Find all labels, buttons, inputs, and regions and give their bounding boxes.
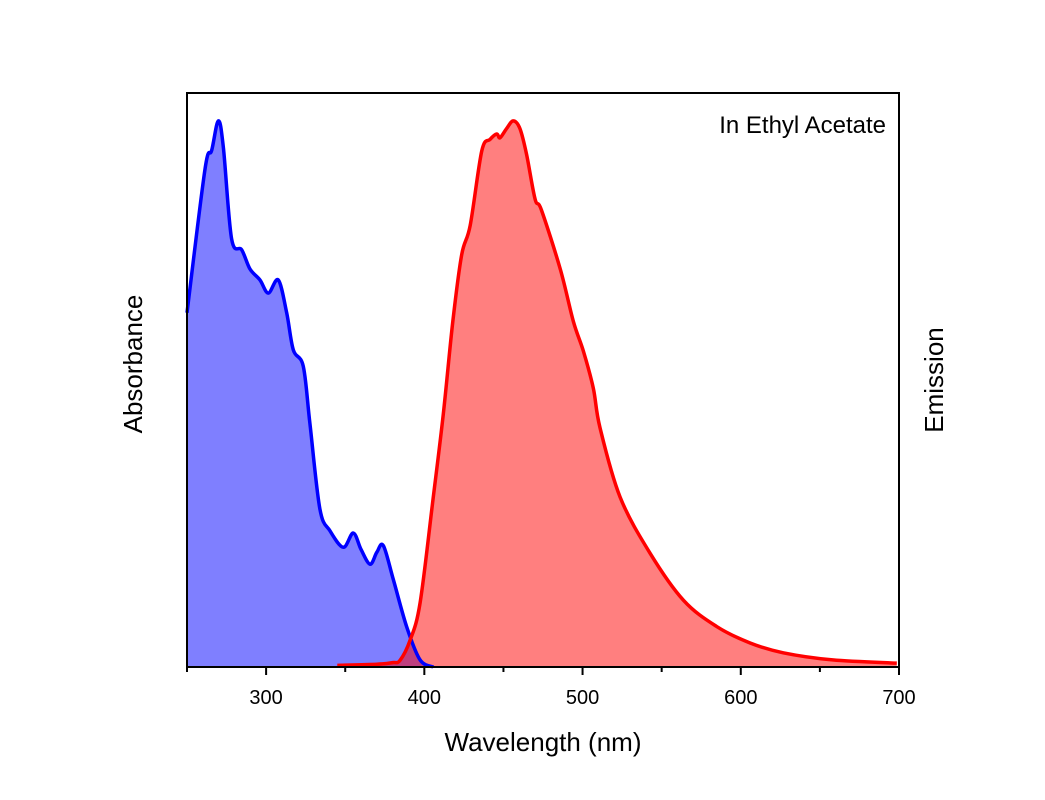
y-axis-right-label: Emission (919, 327, 949, 432)
x-tick-label: 500 (566, 687, 599, 709)
x-tick-label: 400 (408, 687, 441, 709)
emission-area (337, 120, 897, 667)
x-tick-label: 700 (882, 687, 915, 709)
annotation-solvent: In Ethyl Acetate (719, 112, 886, 139)
absorbance-line (185, 119, 435, 669)
area-fills (187, 120, 897, 668)
x-axis-ticks: 300 400 500 600 700 (186, 667, 916, 709)
x-tick-label: 300 (249, 687, 282, 709)
y-axis-left-label: Absorbance (118, 295, 148, 434)
plot-frame (186, 92, 900, 668)
emission-line (337, 119, 897, 668)
series-lines (185, 119, 897, 669)
x-tick-label: 600 (724, 687, 757, 709)
x-axis-label: Wavelength (nm) (445, 727, 642, 757)
absorbance-area (187, 120, 434, 668)
